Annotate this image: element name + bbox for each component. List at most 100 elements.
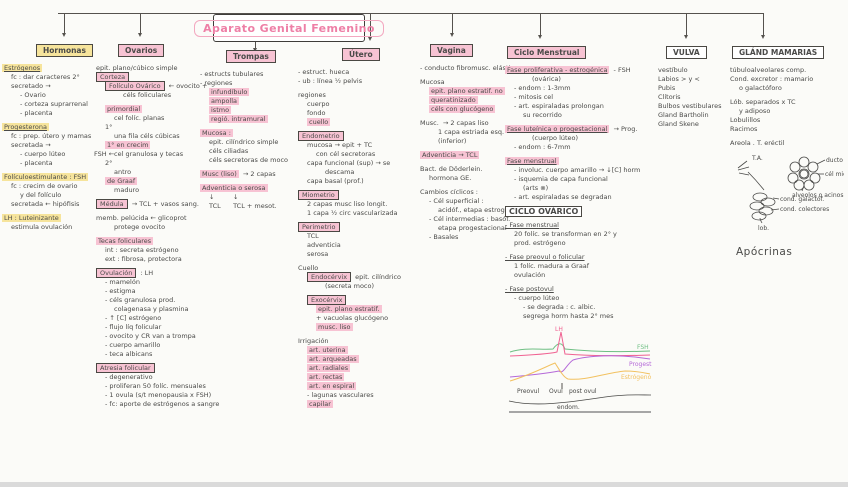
column-heading-vulva: VULVA <box>666 46 707 59</box>
note-line: céls ciliadas <box>209 147 249 155</box>
note-line: - placenta <box>20 109 53 117</box>
note-line: céls foliculares <box>123 91 172 99</box>
note-line: int : secreta estrógeno <box>105 246 179 254</box>
note-line: istmo <box>209 106 232 114</box>
note-line: Gland Bartholin <box>658 111 709 119</box>
note-line: CICLO OVÁRICO <box>505 206 659 217</box>
note-line: Cond. excretor : mamario <box>730 75 814 83</box>
note-line: antro <box>114 168 132 176</box>
svg-text:cond. colectores: cond. colectores <box>780 206 829 213</box>
column-ovarios: Ovarios FSH ← epit. plano/cúbico simple C… <box>94 38 220 409</box>
note-line: fondo <box>307 109 326 117</box>
svg-text:Ovul: Ovul <box>549 388 563 395</box>
note-line: Mucosa : <box>200 129 233 137</box>
note-line: - Cél intermedias : basóf. <box>429 215 511 223</box>
note-line: 1 capa estriada esq. <box>438 128 505 136</box>
note-line: Musc. → 2 capas liso <box>420 119 489 127</box>
svg-text:post ovul: post ovul <box>569 388 597 395</box>
column-trompas: Trompas - estructs tubulares - regiones in… <box>200 44 310 211</box>
connector-line <box>58 13 764 15</box>
connector-line <box>370 13 372 37</box>
note-line: - estruct. hueca <box>298 68 350 76</box>
note-line: Musc (liso) → 2 capas <box>200 170 276 178</box>
note-line: colagenasa y plasmina <box>114 305 189 313</box>
connector-line <box>540 13 542 35</box>
note-line: Adventicia → TCL <box>420 151 480 159</box>
note-line: (secreta moco) <box>325 282 375 290</box>
note-line: ovulación <box>514 271 546 279</box>
note-line: etapa progestacional <box>438 224 507 232</box>
note-line: epit. plano estratif. <box>316 305 382 313</box>
note-line: fc : prep. útero y mamas <box>11 132 92 140</box>
arrow-icon <box>137 33 142 37</box>
note-line: capa funcional (sup) → se <box>307 159 391 167</box>
note-line: (arts ⊗) <box>523 184 549 192</box>
note-line: - se degrada : c. albic. <box>523 303 596 311</box>
note-line: Tecas foliculares <box>96 237 154 245</box>
column-heading-ovarios: Ovarios <box>118 44 165 57</box>
connector-line <box>452 13 454 33</box>
note-line-suffix: - FSH <box>611 66 631 74</box>
note-line: epit. cilíndrico simple <box>209 138 279 146</box>
note-line: + vacuolas glucógeno <box>316 314 389 322</box>
note-line: vestíbulo <box>658 66 688 74</box>
note-line: 1° <box>105 123 113 131</box>
note-line: segrega horm hasta 2° mes <box>523 312 614 320</box>
note-line: Cambios cíclicos : <box>420 188 478 196</box>
note-line: - cuerpo lúteo <box>514 294 560 302</box>
note-line: Racimos <box>730 125 758 133</box>
note-line: Folículoestimulante : FSH <box>2 173 89 181</box>
note-line: - placenta <box>20 159 53 167</box>
note-line: - fc: aporte de estrógenos a sangre <box>105 400 220 408</box>
note-line: - proliferan 50 folíc. mensuales <box>105 382 206 390</box>
note-line: Corteza <box>96 72 214 82</box>
column-heading-ciclo: Ciclo Menstrual <box>507 46 587 59</box>
note-line: - endom : 1-3mm <box>514 84 571 92</box>
note-line: - Ovario <box>20 91 46 99</box>
note-line: - flujo líq folicular <box>105 323 162 331</box>
note-line-suffix: epit. cilíndrico <box>353 273 402 281</box>
note-line: - Basales <box>429 233 459 241</box>
note-line: Endocérvix epit. cilíndrico <box>307 272 418 282</box>
apocrinas-caption: Apócrinas <box>736 246 793 258</box>
note-line: ↓ ↓ <box>209 193 239 201</box>
note-line: 2 capas musc liso longit. <box>307 200 388 208</box>
note-line: Endometrio <box>298 131 418 141</box>
connector-line <box>686 13 688 35</box>
svg-text:ducto: ducto <box>826 157 843 164</box>
note-line: - ub : línea ½ pelvis <box>298 77 363 85</box>
note-line: Cuello <box>298 264 319 272</box>
note-line: memb. pelúcida ← glicoprot <box>96 214 187 222</box>
note-line: (cuerpo lúteo) <box>532 134 579 142</box>
note-line: - regiones <box>200 79 233 87</box>
note-line: Bulbos vestibulares <box>658 102 722 110</box>
column-vulva: VULVA vestíbulo Labios > y < Pubis Clítoris… <box>658 40 738 129</box>
column-glandulas-mamarias: GLÁND MAMARIAS túbuloalveolares comp. Con… <box>730 40 848 258</box>
note-line: céls con glucógeno <box>429 105 496 113</box>
note-line: primordial <box>105 105 143 113</box>
note-line: regió. intramural <box>209 115 268 123</box>
svg-text:alveolos o acinos: alveolos o acinos <box>792 192 843 199</box>
note-line: secretada → <box>11 141 51 149</box>
note-line: Fase proliferativa - estrogénica - FSH <box>505 66 631 74</box>
note-line: - mitosis cel <box>514 93 554 101</box>
note-line: - ↑ [C] estrógeno <box>105 314 162 322</box>
note-line: Labios > y < <box>658 75 700 83</box>
note-line: - corteza suprarrenal <box>20 100 88 108</box>
note-line: Atresia folicular <box>96 363 214 373</box>
svg-text:Estrógeno: Estrógeno <box>621 374 652 381</box>
note-line: art. radiales <box>307 364 351 372</box>
note-line: Estrógenos <box>2 64 43 72</box>
note-line: - 1 ovula (s/t menopausia x FSH) <box>105 391 212 399</box>
note-line: túbuloalveolares comp. <box>730 66 807 74</box>
note-line: Fase menstrual <box>505 157 559 165</box>
note-line: y adiposo <box>739 107 771 115</box>
note-line: una fila céls cúbicas <box>114 132 180 140</box>
note-line: 1 folíc. madura a Graaf <box>514 262 590 270</box>
note-line: - cuerpo lúteo <box>20 150 66 158</box>
note-line: art. en espiral <box>307 382 357 390</box>
column-body: - estruct. hueca - ub : línea ½ pelvis reg… <box>298 68 418 409</box>
column-body: - estructs tubulares - regiones infundíbul… <box>200 70 310 211</box>
note-line: de Graaf <box>105 177 138 185</box>
